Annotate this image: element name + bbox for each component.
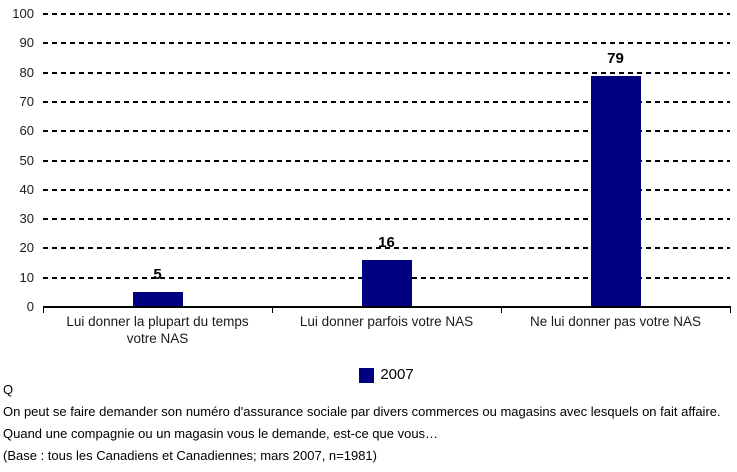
legend-label: 2007: [380, 366, 414, 383]
y-axis-tick-label: 80: [19, 64, 34, 80]
category-slot: 16: [272, 14, 501, 307]
gridline: [43, 100, 730, 103]
bar-value-label: 79: [607, 49, 624, 67]
gridline: [43, 188, 730, 191]
category-label: Lui donner la plupart du temps votre NAS: [66, 314, 249, 346]
bar: [590, 75, 641, 307]
category-label: Ne lui donner pas votre NAS: [529, 314, 702, 329]
y-axis-tick-label: 10: [19, 269, 34, 285]
y-axis-tick-label: 60: [19, 123, 34, 139]
x-axis-tick: [272, 308, 273, 313]
gridline: [43, 130, 730, 133]
category-label: Lui donner parfois votre NAS: [299, 314, 474, 329]
y-axis-tick-label: 30: [19, 211, 34, 227]
gridline: [43, 218, 730, 221]
gridline: [43, 42, 730, 45]
y-axis-tick-label: 0: [26, 299, 34, 314]
question-text: On peut se faire demander son numéro d'a…: [3, 404, 721, 441]
x-axis-line: [43, 306, 731, 313]
bar-value-label: 5: [153, 266, 162, 284]
plot-area: 5 16 79: [43, 13, 730, 307]
footer-notes: Q On peut se faire demander son numéro d…: [3, 379, 727, 467]
y-axis-tick-label: 100: [12, 6, 34, 21]
y-axis-tick-label: 50: [19, 152, 34, 168]
y-axis-tick-label: 70: [19, 93, 34, 109]
y-axis-tick-label: 20: [19, 240, 34, 256]
x-axis-tick: [730, 308, 731, 313]
bar: [132, 292, 183, 307]
y-axis-tick-label: 90: [19, 35, 34, 51]
bar: [361, 260, 412, 307]
legend-swatch: [359, 367, 375, 383]
gridline: [43, 247, 730, 250]
gridline: [43, 71, 730, 74]
base-note: (Base : tous les Canadiens et Canadienne…: [3, 448, 377, 463]
bar-value-label: 16: [378, 234, 395, 252]
category-slot: 79: [501, 14, 730, 307]
question-label: Q: [3, 382, 14, 397]
gridline: [43, 159, 730, 162]
category-slot: 5: [43, 14, 272, 307]
y-axis-tick-label: 40: [19, 181, 34, 197]
gridline: [43, 13, 730, 15]
legend: 2007: [43, 366, 730, 384]
x-axis-tick: [501, 308, 502, 313]
x-axis-category-labels: Lui donner la plupart du temps votre NAS…: [43, 313, 730, 347]
x-axis-tick: [43, 308, 44, 313]
